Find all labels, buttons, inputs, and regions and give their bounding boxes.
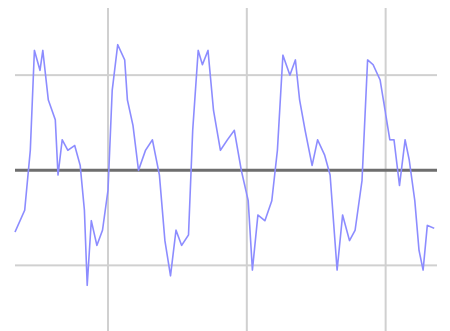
data-line (14, 43, 435, 287)
